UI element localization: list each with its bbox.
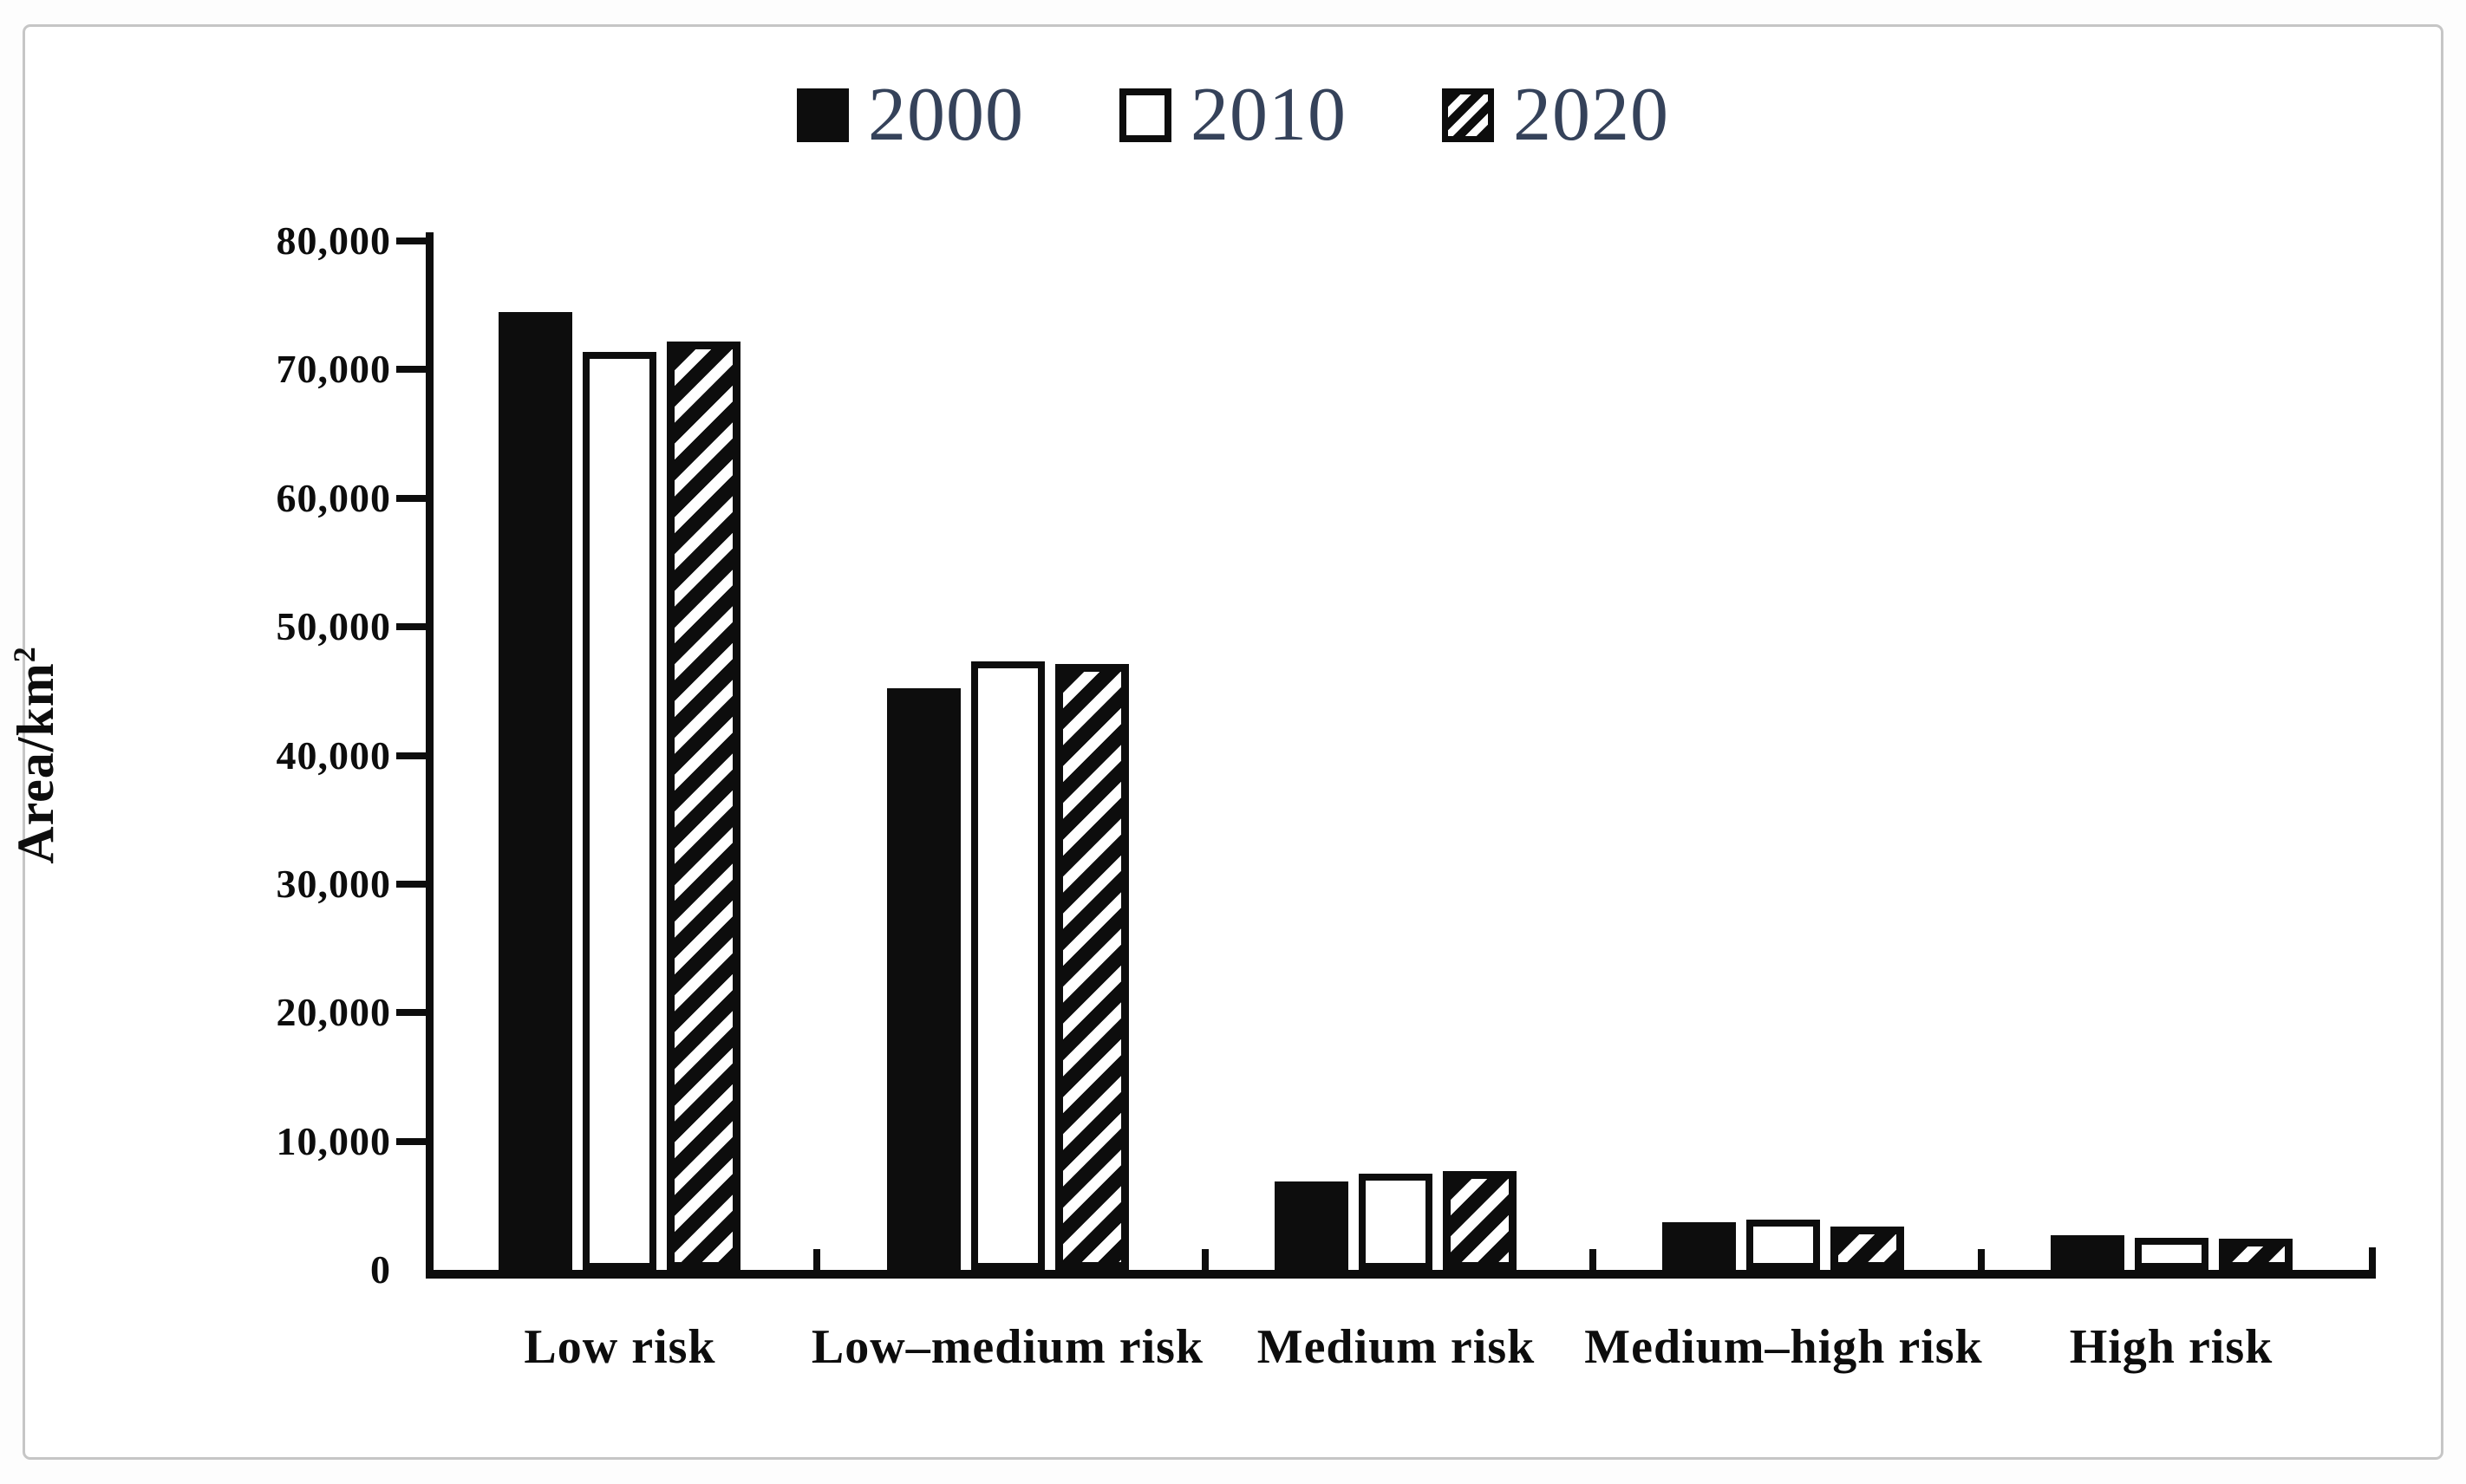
bar-2020-medium-risk — [1443, 1171, 1517, 1270]
x-category-label: Low risk — [524, 1320, 716, 1374]
legend-item-2020: 2020 — [1442, 77, 1669, 153]
bar-2000-low-risk — [499, 312, 572, 1270]
y-tick-label: 10,000 — [276, 1118, 391, 1163]
y-tick-label: 0 — [370, 1247, 391, 1292]
y-axis-tick — [396, 494, 426, 502]
bar-2020-medium-high-risk — [1830, 1227, 1904, 1270]
bar-2020-low-risk — [667, 342, 740, 1270]
diagonal-hatched-square — [1442, 88, 1494, 142]
x-axis-category-tick — [1977, 1249, 1985, 1270]
bar-2010-low-risk — [583, 352, 656, 1270]
y-axis-tick — [396, 880, 426, 888]
x-axis-category-tick — [1201, 1249, 1209, 1270]
x-axis-end-tick — [2369, 1247, 2376, 1270]
y-axis-tick — [396, 1137, 426, 1145]
y-axis-title-text: Area/km — [7, 662, 64, 864]
bar-2010-high-risk — [2135, 1238, 2208, 1270]
y-tick-label: 70,000 — [276, 347, 391, 392]
x-axis-line — [426, 1270, 2376, 1279]
legend-item-2010: 2010 — [1119, 77, 1347, 153]
bar-2010-medium-risk — [1359, 1174, 1432, 1270]
bar-2020-low-medium-risk — [1055, 664, 1129, 1270]
x-category-label: Medium risk — [1256, 1320, 1536, 1374]
chart-legend: 2000 2010 2020 — [0, 76, 2466, 154]
y-tick-label: 80,000 — [276, 218, 391, 263]
open-white-square — [1119, 88, 1171, 142]
y-tick-label: 30,000 — [276, 861, 391, 906]
bar-2020-high-risk — [2219, 1239, 2293, 1270]
bar-2000-medium-risk — [1275, 1181, 1348, 1270]
y-tick-label: 40,000 — [276, 732, 391, 778]
y-tick-label: 60,000 — [276, 475, 391, 520]
y-tick-label: 20,000 — [276, 990, 391, 1035]
bar-2010-low-medium-risk — [971, 661, 1045, 1270]
legend-label: 2010 — [1191, 73, 1347, 157]
x-category-label: High risk — [2069, 1320, 2274, 1374]
bar-2010-medium-high-risk — [1746, 1220, 1820, 1270]
y-axis-tick — [396, 238, 426, 244]
y-axis-tick — [396, 752, 426, 759]
y-axis-line — [426, 232, 434, 1279]
legend-label: 2020 — [1513, 73, 1669, 157]
x-axis-category-tick — [813, 1249, 821, 1270]
y-tick-label: 50,000 — [276, 604, 391, 649]
legend-label: 2000 — [868, 73, 1024, 157]
bar-2000-low-medium-risk — [887, 688, 961, 1270]
x-category-label: Medium–high risk — [1584, 1320, 1983, 1374]
bar-2000-medium-high-risk — [1662, 1222, 1736, 1270]
legend-item-2000: 2000 — [797, 77, 1024, 153]
y-axis-title-superscript: 2 — [7, 646, 42, 663]
y-axis-tick — [396, 623, 426, 631]
y-axis-tick — [396, 1009, 426, 1017]
x-category-label: Low–medium risk — [811, 1320, 1204, 1374]
y-axis-title: Area/km2 — [0, 512, 64, 998]
solid-black-square — [797, 88, 849, 142]
x-axis-category-tick — [1589, 1249, 1597, 1270]
y-axis-tick — [396, 366, 426, 374]
bar-2000-high-risk — [2051, 1235, 2124, 1270]
